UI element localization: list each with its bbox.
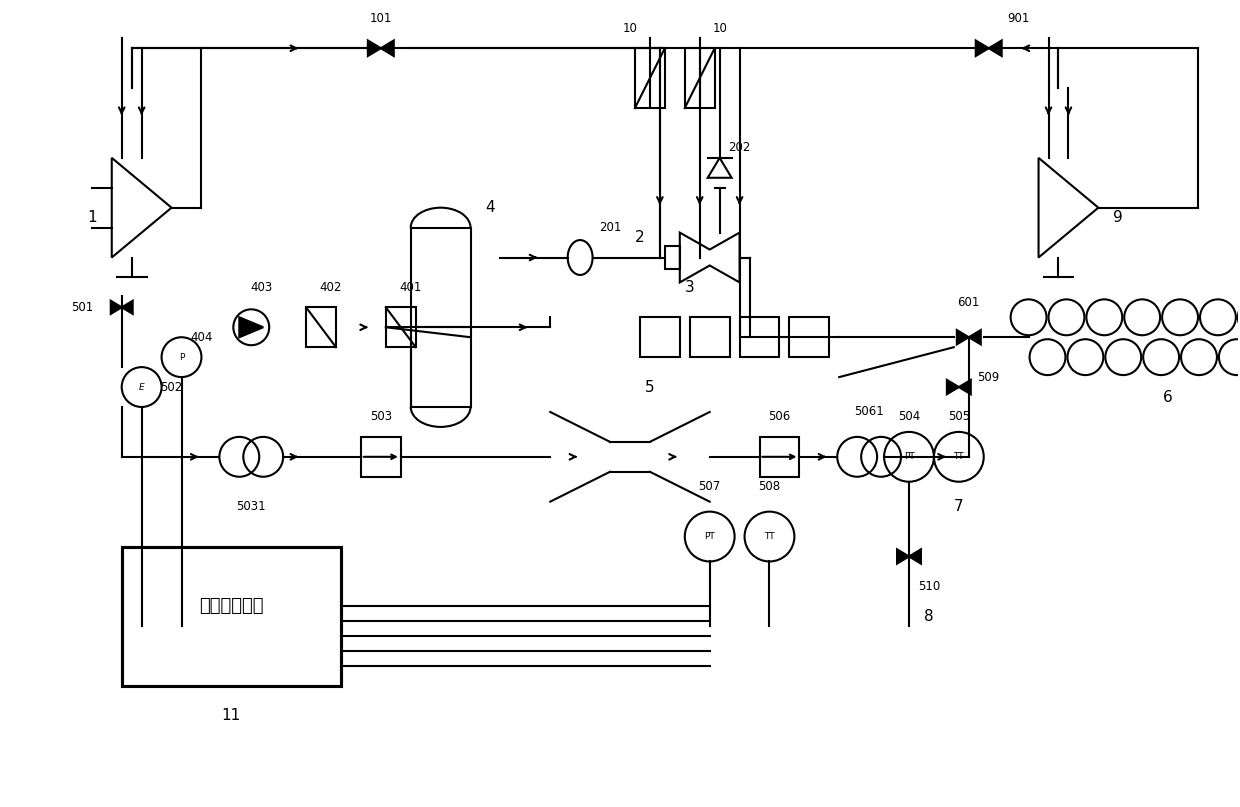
Text: 1: 1	[87, 210, 97, 225]
Polygon shape	[110, 301, 122, 314]
Text: 202: 202	[728, 141, 750, 154]
Text: PT: PT	[704, 532, 715, 541]
Text: 10: 10	[712, 22, 727, 35]
Text: 503: 503	[370, 411, 392, 424]
Text: 5031: 5031	[237, 500, 267, 513]
Text: 504: 504	[898, 411, 920, 424]
Text: 403: 403	[250, 281, 273, 294]
Text: 101: 101	[370, 12, 392, 25]
Text: 402: 402	[320, 281, 342, 294]
Bar	[361, 437, 401, 477]
Text: E: E	[139, 383, 145, 391]
Text: 507: 507	[698, 480, 720, 493]
Text: 506: 506	[769, 411, 791, 424]
Bar	[410, 228, 470, 407]
Bar	[739, 317, 780, 358]
Text: 901: 901	[1007, 12, 1029, 25]
Text: P: P	[179, 353, 185, 362]
Polygon shape	[239, 317, 263, 337]
Polygon shape	[381, 40, 394, 56]
Polygon shape	[959, 380, 971, 395]
Bar	[386, 307, 415, 347]
Polygon shape	[957, 330, 968, 345]
Bar	[665, 245, 680, 270]
Text: 4: 4	[486, 200, 495, 215]
Bar	[635, 48, 665, 108]
Text: 401: 401	[399, 281, 422, 294]
Polygon shape	[947, 380, 959, 395]
Bar	[306, 307, 336, 347]
Bar	[790, 317, 830, 358]
Text: 510: 510	[918, 580, 940, 593]
Bar	[689, 317, 729, 358]
Text: 3: 3	[684, 280, 694, 295]
Polygon shape	[976, 40, 988, 56]
Text: 9: 9	[1114, 210, 1123, 225]
Text: 6: 6	[1163, 390, 1173, 404]
Bar	[684, 48, 714, 108]
Text: 509: 509	[977, 370, 999, 383]
Text: 8: 8	[924, 608, 934, 624]
Text: 7: 7	[954, 500, 963, 514]
Text: 601: 601	[957, 296, 980, 309]
Text: 201: 201	[599, 221, 621, 234]
Text: 10: 10	[622, 22, 637, 35]
Text: TT: TT	[954, 452, 965, 462]
Bar	[640, 317, 680, 358]
Text: 2: 2	[635, 230, 645, 245]
Text: 5061: 5061	[854, 405, 884, 419]
Text: PT: PT	[904, 452, 914, 462]
Polygon shape	[368, 40, 381, 56]
Polygon shape	[968, 330, 981, 345]
Text: 数据采集系统: 数据采集系统	[200, 597, 264, 615]
Polygon shape	[909, 550, 921, 563]
Text: 501: 501	[71, 301, 93, 314]
Polygon shape	[988, 40, 1002, 56]
Text: 505: 505	[947, 411, 970, 424]
Text: 508: 508	[759, 480, 780, 493]
Bar	[760, 437, 800, 477]
Text: 5: 5	[645, 379, 655, 395]
Text: 404: 404	[190, 331, 212, 344]
Polygon shape	[897, 550, 909, 563]
Text: 11: 11	[222, 709, 241, 723]
Text: 502: 502	[160, 381, 182, 394]
Polygon shape	[122, 301, 133, 314]
Text: TT: TT	[764, 532, 775, 541]
